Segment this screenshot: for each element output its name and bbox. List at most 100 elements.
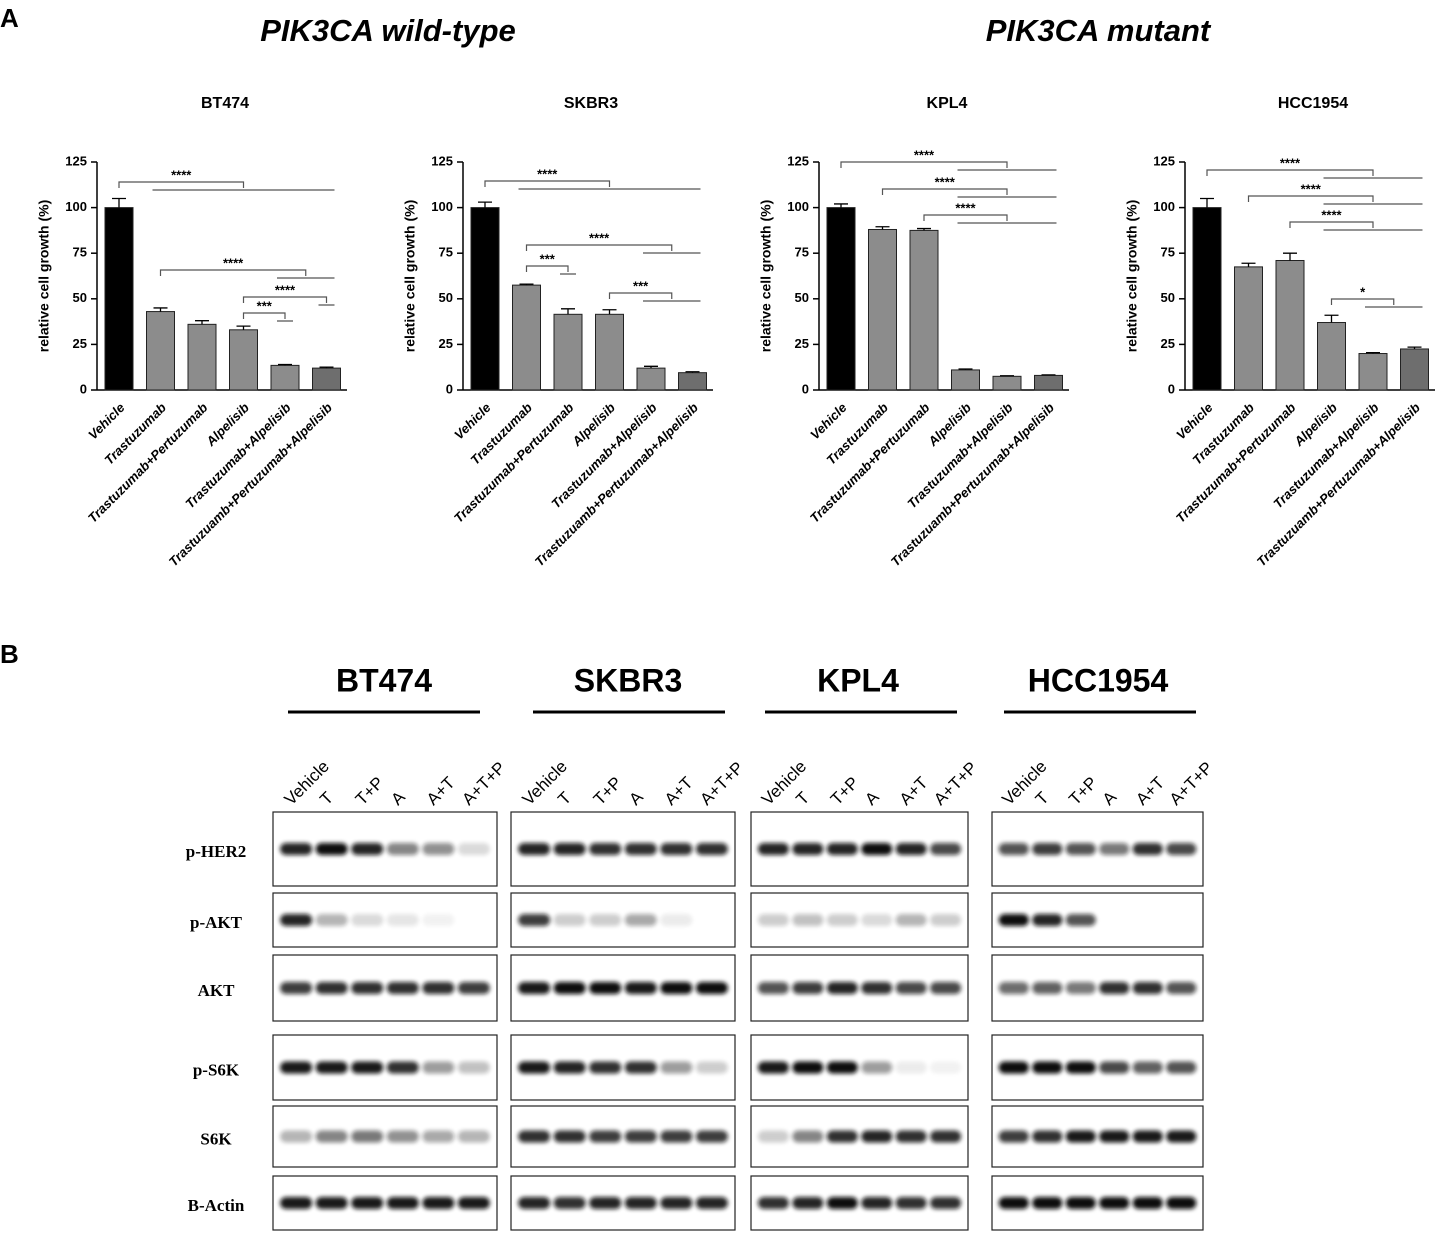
significance-label: * xyxy=(1360,284,1366,299)
error-bar xyxy=(1283,252,1297,261)
bar xyxy=(826,207,856,391)
bar xyxy=(146,311,175,391)
blot-band xyxy=(861,1130,893,1143)
lane-label: A xyxy=(387,787,409,809)
blot-band xyxy=(422,1061,455,1074)
lane-label: T+P xyxy=(1065,773,1101,809)
y-tick-label: 0 xyxy=(1168,381,1175,396)
lane-label: A+T+P xyxy=(696,758,747,809)
blot-band xyxy=(1132,1197,1163,1209)
blot-band xyxy=(1032,1130,1063,1143)
bar xyxy=(678,372,707,391)
blot-band xyxy=(624,1061,657,1074)
significance-label: **** xyxy=(1301,181,1322,196)
chart-title: BT474 xyxy=(201,95,249,112)
blot-band xyxy=(422,1130,455,1143)
blot-title: HCC1954 xyxy=(1028,662,1169,698)
blot-band xyxy=(624,843,657,855)
blot-band xyxy=(422,843,455,855)
y-tick-label: 100 xyxy=(431,199,453,214)
chart-title: KPL4 xyxy=(927,95,968,112)
blot-band xyxy=(895,982,927,994)
lane-label: A+T xyxy=(423,773,459,809)
blot-band xyxy=(895,1197,927,1209)
blot-band xyxy=(660,843,693,855)
bar xyxy=(312,367,341,391)
blot-band xyxy=(757,914,789,926)
bar xyxy=(909,229,939,391)
blot-band xyxy=(757,1061,789,1074)
error-bar xyxy=(561,308,575,315)
error-bar xyxy=(319,366,334,369)
blot-band xyxy=(930,1130,962,1143)
error-bar xyxy=(153,307,168,312)
blot-band xyxy=(695,1130,728,1143)
row-label: S6K xyxy=(200,1129,232,1148)
significance-label: **** xyxy=(589,230,610,245)
blot-band xyxy=(1132,843,1163,855)
y-tick-label: 75 xyxy=(1161,245,1175,260)
y-axis-label: relative cell growth (%) xyxy=(402,200,418,352)
error-bar xyxy=(1366,351,1380,354)
blot-band xyxy=(280,1061,313,1074)
lane-label: A+T+P xyxy=(458,758,509,809)
y-tick-label: 25 xyxy=(795,336,809,351)
blot-band xyxy=(660,982,693,994)
blot-band xyxy=(826,843,858,855)
blot-band xyxy=(457,1197,490,1209)
blot-band xyxy=(826,982,858,994)
blot-band xyxy=(895,843,927,855)
blot-band xyxy=(386,914,419,926)
blot-band xyxy=(792,982,824,994)
lane-label: T xyxy=(1032,788,1053,809)
blot-band xyxy=(1032,982,1063,994)
blot-band xyxy=(660,1130,693,1143)
blot-band xyxy=(624,914,657,926)
blot-band xyxy=(1132,982,1163,994)
blot-band xyxy=(1032,843,1063,855)
bar xyxy=(636,367,666,391)
bar xyxy=(1317,322,1346,391)
blot-band xyxy=(792,1130,824,1143)
significance-label: **** xyxy=(171,167,192,182)
blot-band xyxy=(1132,1130,1163,1143)
blot-band xyxy=(280,1130,313,1143)
significance-label: **** xyxy=(275,282,296,297)
significance-label: **** xyxy=(935,174,956,189)
lane-label: A+T+P xyxy=(930,758,981,809)
blot-band xyxy=(1099,1061,1130,1074)
blot-band xyxy=(1166,1061,1197,1074)
blot-band xyxy=(422,914,455,926)
blot-band xyxy=(930,843,962,855)
group-title: PIK3CA wild-type xyxy=(260,13,516,48)
blot-band xyxy=(660,1061,693,1074)
significance-label: **** xyxy=(914,147,935,162)
blot-band xyxy=(998,1130,1029,1143)
blot-band xyxy=(792,843,824,855)
y-tick-label: 0 xyxy=(446,381,453,396)
bar xyxy=(229,329,258,391)
blot-band xyxy=(895,914,927,926)
blot-band xyxy=(589,843,622,855)
row-label: AKT xyxy=(198,981,236,1000)
significance-bracket xyxy=(159,269,335,279)
blot-band xyxy=(422,982,455,994)
y-tick-label: 75 xyxy=(73,245,87,260)
error-bar xyxy=(1000,375,1014,377)
blot-band xyxy=(826,1197,858,1209)
blot-band xyxy=(757,843,789,855)
error-bar xyxy=(958,368,973,370)
blot-band xyxy=(589,982,622,994)
blot-band xyxy=(351,982,384,994)
blot-band xyxy=(457,1130,490,1143)
y-tick-label: 100 xyxy=(65,199,87,214)
bar xyxy=(868,228,897,391)
y-tick-label: 25 xyxy=(73,336,87,351)
blot-band xyxy=(518,1197,551,1209)
significance-label: **** xyxy=(1280,155,1301,170)
blot-band xyxy=(315,1130,348,1143)
error-bar xyxy=(1200,197,1214,208)
blot-band xyxy=(660,914,693,926)
bar xyxy=(1358,353,1388,391)
y-tick-label: 100 xyxy=(1153,199,1175,214)
